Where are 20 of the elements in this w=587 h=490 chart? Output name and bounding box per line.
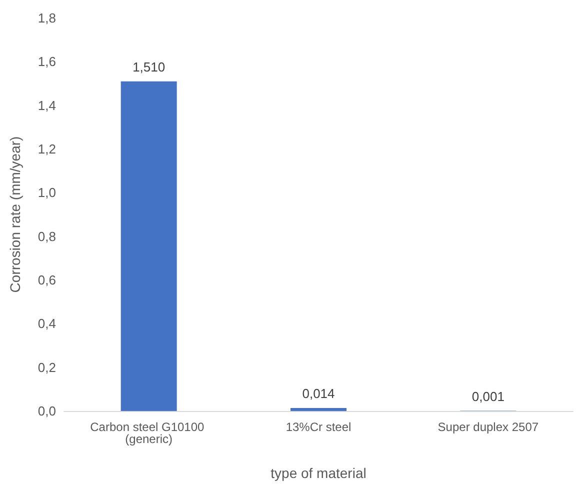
bar <box>290 408 346 411</box>
y-tick-label: 1,8 <box>38 10 56 26</box>
y-tick-label: 1,6 <box>38 54 56 70</box>
y-tick-label: 1,2 <box>38 142 56 156</box>
y-tick-label: 0,6 <box>38 272 56 288</box>
y-tick-label: 0,2 <box>38 360 56 375</box>
y-tick-label: 1,0 <box>38 185 56 200</box>
data-label: 1,510 <box>132 59 166 74</box>
x-tick-label: 13%Cr steel <box>286 420 352 434</box>
y-tick-label: 0,8 <box>38 228 56 244</box>
x-tick-label: Carbon steel G10100 (generic) <box>90 420 208 446</box>
data-label: 0,014 <box>302 386 335 401</box>
y-axis-title: Corrosion rate (mm/year) <box>7 136 23 293</box>
x-tick-label: Super duplex 2507 <box>438 420 539 434</box>
y-tick-label: 0,4 <box>38 316 56 332</box>
bar <box>120 81 177 411</box>
x-axis-title: type of material <box>270 465 366 481</box>
y-tick-label: 1,4 <box>38 98 56 113</box>
y-tick-label: 0,0 <box>38 404 56 418</box>
data-label: 0,001 <box>472 388 504 404</box>
